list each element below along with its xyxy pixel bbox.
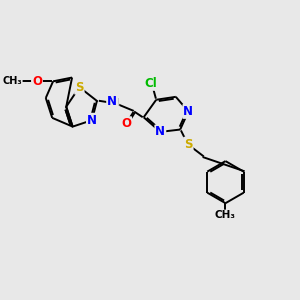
- Text: N: N: [183, 105, 194, 118]
- Text: H: H: [110, 98, 118, 108]
- Text: CH₃: CH₃: [215, 211, 236, 220]
- Text: N: N: [87, 114, 97, 127]
- Text: CH₃: CH₃: [2, 76, 22, 86]
- Text: N: N: [155, 125, 165, 138]
- Text: S: S: [184, 138, 193, 151]
- Text: Cl: Cl: [145, 77, 157, 90]
- Text: O: O: [121, 117, 131, 130]
- Text: S: S: [75, 81, 84, 94]
- Text: N: N: [107, 95, 117, 108]
- Text: O: O: [32, 75, 42, 88]
